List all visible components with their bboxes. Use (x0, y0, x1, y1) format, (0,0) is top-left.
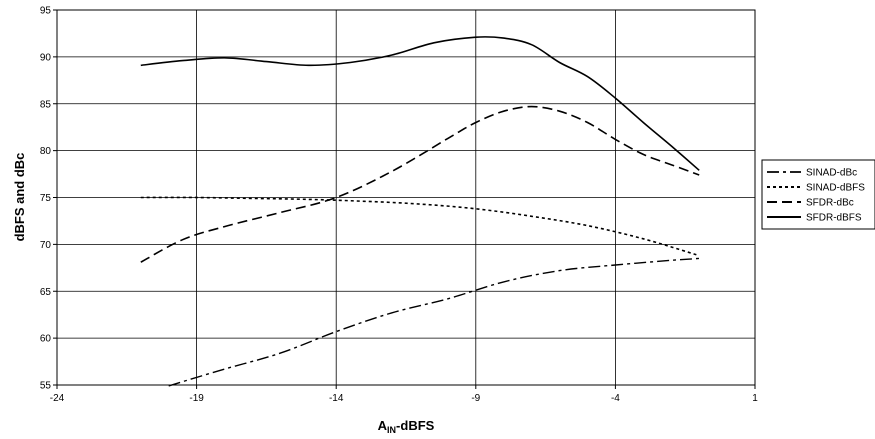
x-tick-label: -24 (50, 393, 65, 404)
y-tick-label: 75 (40, 193, 52, 204)
y-tick-label: 55 (40, 381, 52, 392)
series-line-sinad-dbc (168, 257, 700, 387)
x-axis-title-tail: -dBFS (396, 418, 435, 433)
series-line-sinad-dbfs (140, 196, 700, 257)
legend-label-sfdr-dbfs: SFDR-dBFS (806, 213, 862, 224)
legend-label-sinad-dbc: SINAD-dBc (806, 168, 857, 179)
series-line-sfdr-dbc (140, 105, 700, 263)
series-lines (140, 36, 700, 387)
y-axis-ticks: 55 60 65 70 75 80 85 90 95 (40, 6, 57, 392)
x-axis-ticks: -24 -19 -14 -9 -4 1 (50, 385, 758, 404)
x-tick-label: -4 (611, 393, 620, 404)
y-tick-label: 70 (40, 240, 52, 251)
y-tick-label: 80 (40, 146, 52, 157)
x-tick-label: -19 (189, 393, 204, 404)
x-tick-label: -9 (471, 393, 480, 404)
series-line-sfdr-dbfs (140, 36, 700, 171)
grid-lines (56, 9, 756, 386)
legend: SINAD-dBc SINAD-dBFS SFDR-dBc SFDR-dBFS (761, 159, 875, 230)
x-tick-label: -14 (329, 393, 344, 404)
x-axis-title-main: A (378, 418, 388, 433)
y-tick-label: 95 (40, 6, 52, 17)
legend-label-sfdr-dbc: SFDR-dBc (806, 198, 854, 209)
legend-label-sinad-dbfs: SINAD-dBFS (806, 183, 865, 194)
y-axis-title: dBFS and dBc (12, 153, 27, 242)
x-tick-label: 1 (752, 393, 758, 404)
x-axis-title: AIN-dBFS (378, 418, 435, 435)
y-tick-label: 90 (40, 52, 52, 63)
y-tick-label: 85 (40, 99, 52, 110)
y-tick-label: 65 (40, 287, 52, 298)
y-tick-label: 60 (40, 334, 52, 345)
x-axis-title-subscript: IN (387, 425, 396, 435)
